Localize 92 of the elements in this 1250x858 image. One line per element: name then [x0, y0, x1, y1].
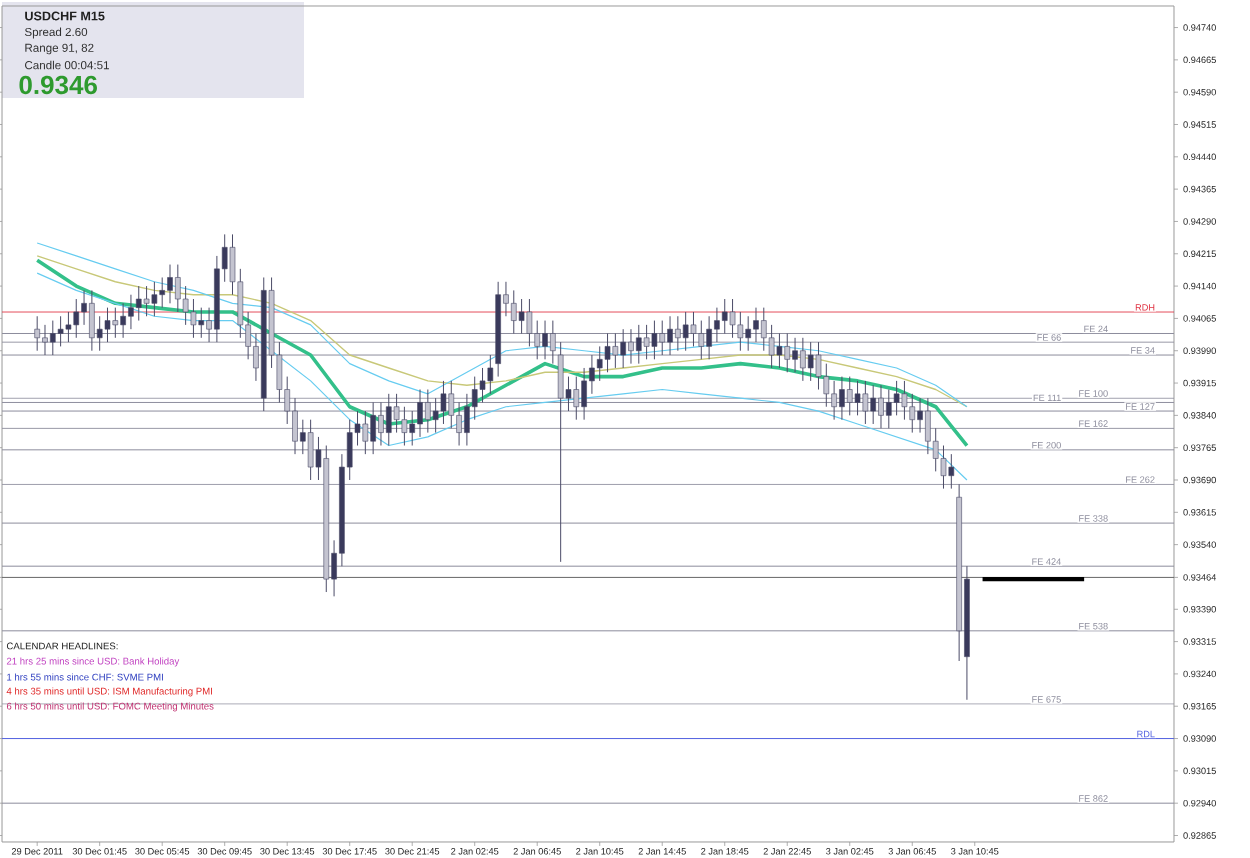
candlestick — [448, 380, 455, 429]
candlestick — [737, 311, 744, 352]
candlestick — [768, 324, 775, 369]
candlestick — [878, 384, 884, 429]
candlestick — [112, 307, 119, 339]
candlestick — [57, 315, 64, 347]
candlestick — [50, 320, 56, 356]
candlestick — [745, 315, 751, 352]
candlestick — [42, 324, 48, 356]
candlestick — [714, 307, 720, 343]
candlestick — [292, 397, 298, 455]
candlestick — [89, 289, 95, 352]
candlestick — [65, 311, 72, 343]
candlestick — [378, 401, 384, 447]
candlestick — [854, 380, 861, 416]
candlestick — [659, 320, 666, 356]
candlestick — [682, 311, 689, 352]
candlestick — [385, 393, 392, 447]
candlestick — [815, 341, 822, 391]
candlestick — [417, 389, 423, 438]
candlestick — [807, 341, 814, 382]
candlestick — [393, 393, 400, 434]
candlestick — [128, 294, 134, 330]
candlestick — [628, 328, 634, 365]
candlestick — [620, 328, 626, 369]
candlestick — [893, 380, 900, 416]
candlestick — [456, 401, 462, 447]
candlestick — [917, 397, 923, 434]
candlestick — [440, 380, 447, 425]
candlestick — [143, 285, 150, 317]
line-series — [35, 258, 969, 448]
candlestick — [542, 320, 548, 360]
candlestick — [73, 298, 80, 339]
candlestick — [651, 320, 658, 360]
candlestick — [698, 320, 705, 360]
annotation: 0.9346 — [19, 75, 97, 95]
candlestick — [510, 289, 517, 334]
candlestick — [800, 337, 806, 382]
candlestick — [425, 389, 431, 434]
candlestick — [792, 337, 798, 373]
candlestick — [846, 376, 853, 416]
candlestick — [901, 380, 908, 421]
candlestick — [675, 315, 681, 352]
candlestick — [862, 380, 869, 425]
candlestick — [643, 324, 650, 360]
candlestick — [526, 298, 533, 347]
candlestick — [776, 332, 783, 369]
candlestick — [307, 419, 314, 481]
candlestick — [948, 453, 955, 490]
candlestick — [167, 264, 173, 304]
candlestick — [925, 397, 931, 455]
candlestick — [487, 354, 494, 395]
candlestick — [409, 410, 416, 447]
candlestick — [104, 307, 111, 343]
candlestick — [729, 298, 736, 339]
candlestick — [479, 367, 486, 403]
candlestick — [198, 307, 205, 339]
candlestick — [596, 345, 603, 382]
candlestick — [464, 393, 470, 447]
candlestick — [159, 276, 165, 309]
candlestick — [612, 332, 619, 369]
candlestick — [753, 307, 759, 343]
candlestick — [909, 393, 916, 434]
candlestick — [362, 410, 369, 455]
candlestick — [370, 401, 376, 455]
candlestick — [151, 281, 158, 317]
candlestick — [401, 406, 408, 447]
candlestick — [831, 380, 837, 421]
candlestick — [870, 384, 876, 425]
candlestick — [784, 332, 791, 373]
candlestick — [839, 376, 845, 421]
candlestick — [940, 445, 947, 490]
candlestick — [690, 311, 697, 347]
candlestick — [635, 324, 642, 365]
candlestick — [721, 298, 728, 334]
candlestick — [182, 285, 189, 326]
candlestick — [34, 315, 40, 352]
candlestick — [761, 307, 767, 352]
candlestick — [604, 332, 611, 373]
candlestick — [190, 298, 197, 339]
candlestick — [706, 315, 712, 360]
candlestick — [175, 264, 181, 313]
candlestick — [120, 302, 126, 339]
candlestick — [886, 389, 892, 429]
candlestick — [432, 397, 439, 434]
candlestick — [667, 315, 673, 356]
candlestick — [550, 320, 556, 365]
candlestick — [518, 298, 525, 334]
candlestick — [135, 285, 142, 322]
candlestick — [581, 367, 587, 421]
candlestick — [557, 341, 564, 563]
candlestick — [573, 376, 580, 421]
